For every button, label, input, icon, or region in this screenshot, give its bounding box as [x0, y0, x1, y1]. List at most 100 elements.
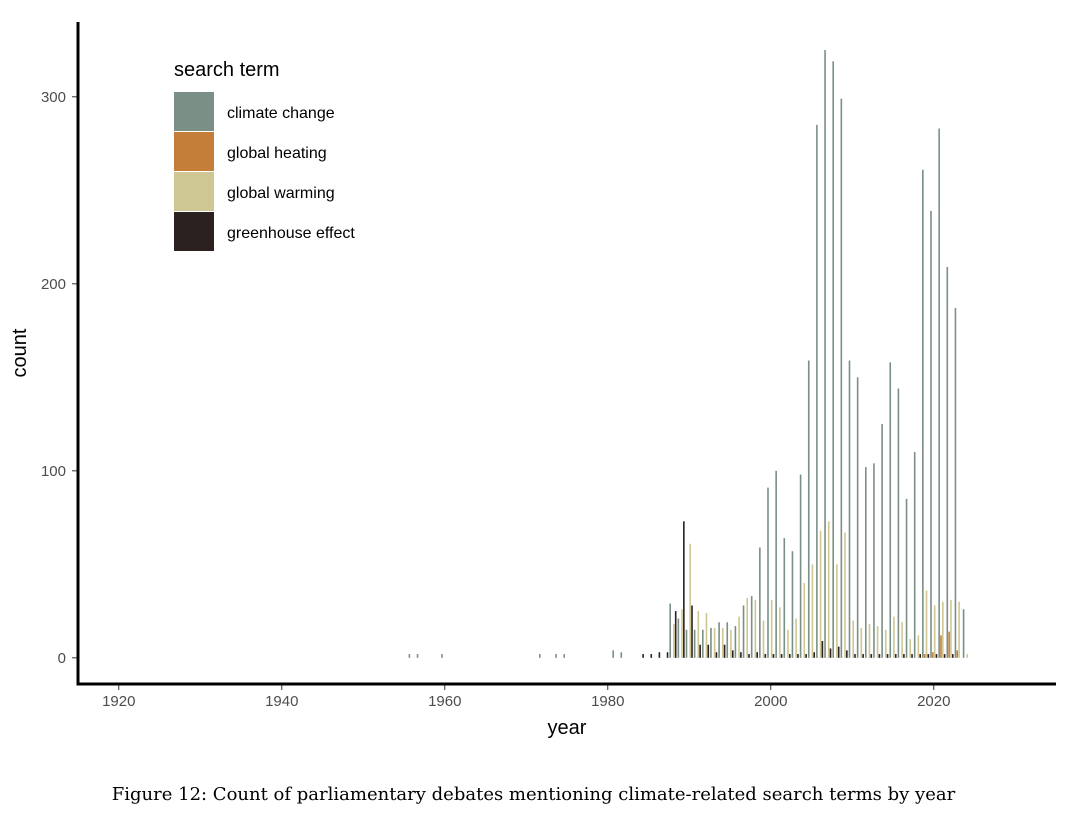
bar-climate-change-1988: [669, 603, 671, 658]
bar-greenhouse-effect-2004: [805, 654, 807, 658]
bar-global-warming-2002: [787, 629, 789, 658]
bar-global-warming-2023: [958, 601, 960, 658]
bar-greenhouse-effect-2021: [943, 654, 946, 658]
bar-global-warming-2012: [868, 624, 871, 658]
bar-greenhouse-effect-2007: [829, 648, 832, 658]
figure-caption: Figure 12: Count of parliamentary debate…: [111, 784, 956, 805]
bar-global-warming-2019: [925, 590, 928, 658]
x-tick-label-2000: 2000: [754, 693, 787, 710]
bar-greenhouse-effect-1995: [731, 650, 734, 658]
y-tick-label-200: 200: [41, 276, 66, 293]
bar-climate-change-2020: [930, 210, 932, 658]
legend-label-climate-change: climate change: [227, 105, 335, 122]
bar-global-warming-2006: [819, 530, 822, 658]
bar-climate-change-2012: [864, 467, 867, 658]
bar-climate-change-1992: [701, 629, 704, 658]
bar-global-warming-1997: [746, 597, 749, 658]
bar-greenhouse-effect-1990: [691, 605, 693, 658]
bar-climate-change-1997: [742, 605, 745, 658]
bar-greenhouse-effect-1987: [666, 652, 669, 658]
legend-key-climate-change: [174, 92, 214, 131]
legend-key-greenhouse-effect: [174, 212, 214, 251]
x-tick-label-1940: 1940: [265, 693, 298, 710]
bar-global-heating-2020: [932, 652, 934, 658]
bar-greenhouse-effect-2000: [772, 654, 775, 658]
legend-key-global-warming: [174, 172, 214, 211]
bar-global-warming-1999: [762, 620, 765, 658]
y-tick-label-0: 0: [58, 650, 66, 667]
bar-global-warming-1994: [721, 627, 724, 658]
bar-greenhouse-effect-1999: [764, 654, 767, 658]
bar-greenhouse-effect-2022: [951, 654, 954, 658]
bar-global-warming-2010: [852, 620, 854, 658]
bar-climate-change-1994: [718, 622, 720, 658]
bar-climate-change-2006: [816, 124, 818, 658]
bar-global-warming-2015: [893, 616, 895, 658]
bar-greenhouse-effect-2013: [878, 654, 881, 658]
bar-greenhouse-effect-1986: [658, 652, 661, 658]
bar-global-warming-2011: [860, 627, 863, 658]
bar-climate-change-1996: [734, 626, 737, 658]
bar-greenhouse-effect-2015: [894, 654, 897, 658]
bar-climate-change-2000: [767, 487, 769, 658]
bar-global-warming-2018: [917, 635, 920, 658]
bar-global-heating-2021: [940, 635, 942, 658]
bar-global-warming-1995: [730, 629, 732, 658]
bar-climate-change-1975: [563, 654, 566, 658]
bar-climate-change-1993: [710, 627, 712, 658]
bar-climate-change-1982: [620, 652, 623, 658]
bar-climate-change-2001: [775, 470, 777, 658]
bar-greenhouse-effect-1985: [650, 654, 653, 658]
legend-label-greenhouse-effect: greenhouse effect: [227, 225, 355, 242]
x-tick-label-1920: 1920: [102, 693, 135, 710]
bar-global-warming-2016: [901, 622, 903, 658]
bar-global-warming-2022: [950, 599, 952, 658]
bar-climate-change-2007: [824, 50, 826, 658]
bar-global-warming-1998: [754, 599, 757, 658]
bar-global-heating-2023: [956, 650, 959, 658]
bar-climate-change-1998: [750, 596, 753, 658]
bar-climate-change-1999: [759, 547, 761, 658]
bar-greenhouse-effect-2009: [846, 650, 848, 658]
bar-climate-change-1957: [416, 654, 419, 658]
x-tick-label-1980: 1980: [591, 693, 624, 710]
bar-global-warming-2024: [966, 654, 969, 658]
bar-greenhouse-effect-2016: [903, 654, 905, 658]
y-tick-label-300: 300: [41, 89, 66, 106]
bar-greenhouse-effect-2008: [837, 646, 840, 658]
legend-label-global-warming: global warming: [227, 185, 335, 202]
x-tick-label-2020: 2020: [917, 693, 950, 710]
bar-climate-change-2016: [897, 388, 900, 658]
bar-global-warming-1996: [738, 616, 740, 658]
legend-title: search term: [174, 59, 280, 81]
y-tick-label-100: 100: [41, 463, 66, 480]
bar-climate-change-1981: [612, 650, 614, 658]
bar-greenhouse-effect-1984: [642, 654, 644, 658]
legend-key-global-heating: [174, 132, 214, 171]
bar-greenhouse-effect-2014: [886, 654, 889, 658]
bar-greenhouse-effect-2006: [821, 640, 824, 658]
bar-global-warming-2001: [779, 607, 781, 658]
bar-global-warming-2003: [795, 618, 797, 658]
bar-global-warming-1989: [681, 609, 683, 658]
bar-climate-change-1990: [685, 629, 688, 658]
bar-global-heating-2019: [923, 654, 926, 658]
bar-greenhouse-effect-1992: [707, 644, 710, 658]
bar-global-warming-2000: [770, 599, 773, 658]
bar-climate-change-2015: [889, 362, 892, 658]
bar-global-warming-1991: [697, 611, 700, 658]
bar-greenhouse-effect-2012: [870, 654, 873, 658]
bar-global-warming-2014: [884, 629, 887, 658]
bar-climate-change-2024: [962, 609, 965, 658]
bar-global-warming-2017: [909, 639, 912, 658]
bar-climate-change-2011: [856, 377, 859, 658]
bar-global-warming-2020: [933, 605, 936, 658]
bar-global-warming-2007: [827, 521, 830, 658]
bar-chart: 0 100 200 300 1920 1940 1960 1980 2000 2020 year…: [9, 22, 1056, 739]
x-tick-label-1960: 1960: [428, 693, 461, 710]
bar-climate-change-1991: [693, 629, 696, 658]
x-axis-ticks: 1920 1940 1960 1980 2000 2020: [102, 684, 950, 710]
bar-greenhouse-effect-2020: [935, 654, 938, 658]
bar-climate-change-1960: [441, 654, 443, 658]
bar-greenhouse-effect-2002: [788, 654, 791, 658]
